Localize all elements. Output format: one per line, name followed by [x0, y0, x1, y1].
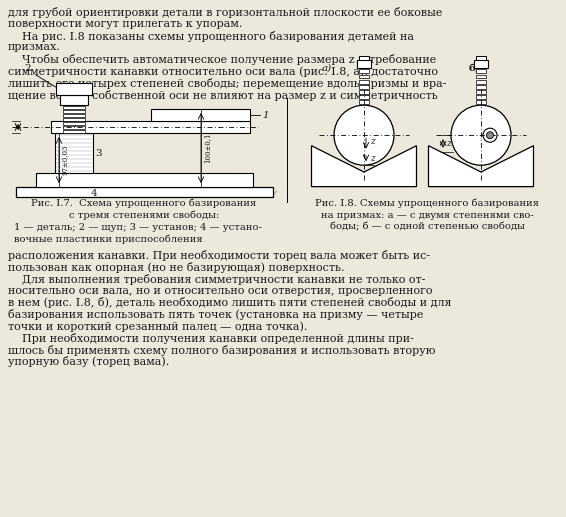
Text: призмах.: призмах.: [8, 42, 61, 52]
Text: На рис. I.8 показаны схемы упрощенного базирования детамей на: На рис. I.8 показаны схемы упрощенного б…: [22, 31, 414, 41]
Text: Рис. I.8. Схемы упрощенного базирования: Рис. I.8. Схемы упрощенного базирования: [315, 199, 539, 208]
Bar: [63, 114, 85, 117]
Text: z: z: [370, 154, 375, 163]
Bar: [36, 173, 253, 187]
Text: 100±0,1: 100±0,1: [203, 133, 211, 163]
Text: для грубой ориентировки детали в горизонтальной плоскости ее боковые: для грубой ориентировки детали в горизон…: [8, 7, 443, 18]
Text: z: z: [446, 139, 451, 148]
Text: в нем (рис. I.8, б), деталь необходимо лишить пяти степеней свободы и для: в нем (рис. I.8, б), деталь необходимо л…: [8, 297, 452, 309]
Circle shape: [451, 105, 511, 165]
Bar: [476, 74, 486, 79]
Bar: [63, 118, 85, 121]
Polygon shape: [428, 146, 534, 187]
Bar: [476, 85, 486, 89]
Bar: [63, 126, 85, 129]
Text: лишить его четырех степеней свободы; перемещение вдоль призмы и вра-: лишить его четырех степеней свободы; пер…: [8, 78, 447, 89]
Polygon shape: [311, 146, 417, 187]
Bar: [359, 74, 369, 79]
Bar: [476, 95, 486, 99]
Bar: [16, 187, 273, 197]
Text: на призмах: a — с двумя степенями сво-: на призмах: a — с двумя степенями сво-: [320, 211, 533, 220]
Bar: [476, 69, 486, 73]
Text: 1 — деталь; 2 — щуп; 3 — установ; 4 — устано-: 1 — деталь; 2 — щуп; 3 — установ; 4 — ус…: [14, 223, 262, 232]
Bar: [359, 69, 369, 73]
Bar: [151, 109, 250, 121]
Text: шлось бы применять схему полного базирования и использовать вторую: шлось бы применять схему полного базиров…: [8, 345, 435, 356]
Text: симметричности канавки относительно оси вала (рис. I.8, а), достаточно: симметричности канавки относительно оси …: [8, 66, 438, 77]
Text: z: z: [370, 137, 375, 146]
Text: Чтобы обеспечить автоматическое получение размера z и требование: Чтобы обеспечить автоматическое получени…: [22, 54, 436, 65]
Text: При необходимости получения канавки определенной длины при-: При необходимости получения канавки опре…: [22, 333, 414, 344]
Text: 4: 4: [91, 189, 97, 198]
Circle shape: [487, 132, 494, 139]
Bar: [359, 100, 369, 104]
Text: с тремя степенями свободы:: с тремя степенями свободы:: [69, 211, 219, 220]
Text: пользован как опорная (но не базирующая) поверхность.: пользован как опорная (но не базирующая)…: [8, 262, 345, 273]
Text: б): б): [469, 63, 481, 72]
Text: 1: 1: [262, 111, 269, 119]
Text: а): а): [322, 63, 332, 72]
Circle shape: [483, 128, 497, 142]
Bar: [474, 60, 488, 68]
Bar: [359, 80, 369, 84]
Bar: [63, 130, 85, 133]
Bar: [476, 56, 486, 60]
Bar: [359, 85, 369, 89]
Text: упорную базу (торец вама).: упорную базу (торец вама).: [8, 356, 169, 368]
Text: 97±0,03: 97±0,03: [61, 145, 69, 175]
Text: 2: 2: [25, 64, 31, 73]
Bar: [359, 95, 369, 99]
Bar: [476, 90, 486, 94]
Bar: [55, 133, 93, 173]
Bar: [63, 110, 85, 113]
Text: точки и короткий срезанный палец — одна точка).: точки и короткий срезанный палец — одна …: [8, 321, 307, 331]
Text: вочные пластинки приспособления: вочные пластинки приспособления: [14, 234, 203, 244]
Bar: [60, 95, 88, 105]
Circle shape: [334, 105, 394, 165]
Bar: [63, 106, 85, 109]
Text: носительно оси вала, но и относительно оси отверстия, просверленного: носительно оси вала, но и относительно о…: [8, 285, 432, 296]
Text: расположения канавки. При необходимости торец вала может быть ис-: расположения канавки. При необходимости …: [8, 250, 430, 261]
Text: поверхности могут прилегать к упорам.: поверхности могут прилегать к упорам.: [8, 19, 242, 29]
Bar: [359, 56, 369, 60]
Text: Рис. I.7.  Схема упрощенного базирования: Рис. I.7. Схема упрощенного базирования: [31, 199, 256, 208]
Text: Для выполнения требования симметричности канавки не только от-: Для выполнения требования симметричности…: [22, 274, 426, 285]
Bar: [51, 121, 250, 133]
Bar: [63, 122, 85, 125]
Text: базирования использовать пять точек (установка на призму — четыре: базирования использовать пять точек (уст…: [8, 309, 423, 320]
Text: боды; б — с одной степенью свободы: боды; б — с одной степенью свободы: [329, 223, 525, 232]
Bar: [357, 60, 371, 68]
Text: 3: 3: [95, 148, 102, 158]
Text: щение вокруг собственной оси не влияют на размер z и симметричность: щение вокруг собственной оси не влияют н…: [8, 89, 438, 101]
Bar: [56, 83, 92, 95]
Bar: [476, 80, 486, 84]
Bar: [476, 100, 486, 104]
Bar: [359, 90, 369, 94]
